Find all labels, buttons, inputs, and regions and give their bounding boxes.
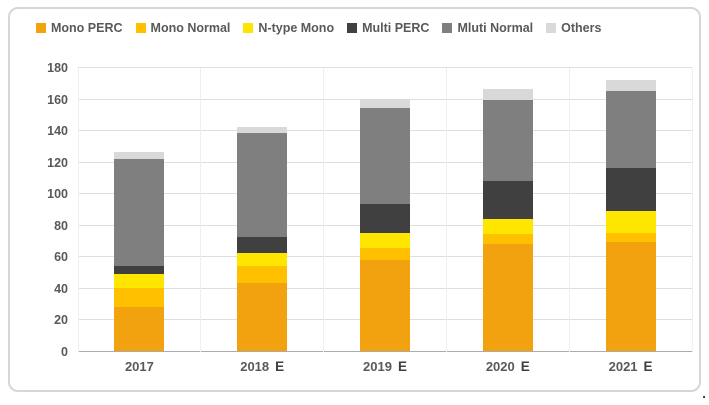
bar-segment-mono-perc xyxy=(605,242,656,351)
bar-segment-n-type-mono xyxy=(114,273,165,288)
x-axis-label: 2018 E xyxy=(201,359,324,374)
bar-stack-2017 xyxy=(114,67,165,351)
y-tick-label: 120 xyxy=(47,155,68,170)
bar-segment-multi-perc xyxy=(237,237,288,254)
bar-segment-multi-perc xyxy=(605,168,656,211)
x-axis-label: 2019 E xyxy=(324,359,447,374)
year-label: 2017 xyxy=(124,359,154,374)
y-tick-label: 160 xyxy=(47,92,68,107)
bar-segment-n-type-mono xyxy=(605,210,656,233)
vertical-gridline xyxy=(691,68,693,352)
bar-segment-mluti-normal xyxy=(482,100,533,181)
legend-label: Mluti Normal xyxy=(457,21,534,35)
bar-segment-multi-perc xyxy=(114,265,165,274)
y-tick-label: 0 xyxy=(61,345,68,359)
bar-column-2019 xyxy=(324,68,447,352)
legend-swatch-icon xyxy=(243,23,254,33)
bar-segment-mluti-normal xyxy=(237,133,288,238)
legend-label: Multi PERC xyxy=(362,21,430,35)
vertical-gridline xyxy=(77,68,79,352)
y-tick-label: 140 xyxy=(47,124,68,139)
x-axis-labels: 2017 2018 E 2019 E 2020 E 2021 E xyxy=(78,359,692,381)
bars-layer xyxy=(78,68,692,352)
bar-segment-others xyxy=(359,98,410,109)
legend-label: N-type Mono xyxy=(258,21,335,35)
bar-segment-n-type-mono xyxy=(482,218,533,235)
legend-item-mluti-normal: Mluti Normal xyxy=(442,21,533,35)
bar-column-2018 xyxy=(201,68,324,352)
bar-segment-others xyxy=(114,152,165,159)
bar-stack-2019 xyxy=(359,67,410,351)
y-tick-label: 80 xyxy=(54,218,68,233)
legend-swatch-icon xyxy=(546,23,557,33)
y-tick-label: 100 xyxy=(47,187,68,202)
bar-segment-mono-normal xyxy=(482,234,533,244)
bar-segment-mluti-normal xyxy=(605,90,656,169)
vertical-gridline xyxy=(200,68,202,352)
vertical-gridline xyxy=(568,68,570,352)
bar-column-2020 xyxy=(446,68,569,352)
bar-segment-mono-perc xyxy=(482,243,533,351)
y-tick-label: 20 xyxy=(54,313,68,328)
bar-segment-mluti-normal xyxy=(114,158,165,266)
vertical-gridline xyxy=(323,68,325,352)
year-label: 2021 xyxy=(608,359,638,374)
bar-column-2017 xyxy=(78,68,201,352)
bar-segment-n-type-mono xyxy=(237,253,288,266)
legend-item-others: Others xyxy=(546,21,601,35)
bar-segment-mono-normal xyxy=(605,232,656,243)
bar-segment-mono-perc xyxy=(359,259,410,351)
bar-segment-others xyxy=(237,127,288,134)
bar-segment-mono-perc xyxy=(237,283,288,351)
gridline xyxy=(78,351,692,352)
x-axis-label: 2020 E xyxy=(446,359,569,374)
bar-segment-others xyxy=(482,89,533,101)
bar-column-2021 xyxy=(569,68,692,352)
bar-stack-2021 xyxy=(605,67,656,351)
bar-segment-mono-perc xyxy=(114,306,165,351)
legend-item-n-type-mono: N-type Mono xyxy=(243,21,334,35)
gridline xyxy=(78,67,692,68)
bar-segment-n-type-mono xyxy=(359,232,410,249)
year-label: 2019 xyxy=(363,359,392,374)
legend: Mono PERC Mono Normal N-type Mono Multi PER… xyxy=(36,19,601,37)
estimate-flag: E xyxy=(275,359,285,374)
legend-swatch-icon xyxy=(347,23,358,33)
y-axis-labels: 0 20 40 60 80 100 120 140 160 180 xyxy=(28,61,68,359)
y-tick-label: 60 xyxy=(54,250,68,265)
legend-label: Mono Normal xyxy=(150,21,231,35)
bar-stack-2020 xyxy=(482,67,533,351)
bar-segment-mono-normal xyxy=(359,248,410,260)
legend-label: Mono PERC xyxy=(51,21,123,35)
bar-segment-others xyxy=(605,79,656,91)
estimate-flag: E xyxy=(643,359,653,374)
plot-area xyxy=(77,67,693,352)
x-axis-label: 2017 xyxy=(78,359,201,374)
legend-swatch-icon xyxy=(36,23,46,33)
bar-segment-mono-normal xyxy=(114,287,165,307)
bar-segment-mluti-normal xyxy=(359,108,410,205)
year-label: 2018 xyxy=(240,359,270,374)
stray-period: . xyxy=(702,385,706,401)
legend-item-multi-perc: Multi PERC xyxy=(347,21,429,35)
bar-stack-2018 xyxy=(237,67,288,351)
legend-swatch-icon xyxy=(442,23,453,33)
vertical-gridline xyxy=(445,68,447,352)
bar-segment-multi-perc xyxy=(482,180,533,219)
legend-swatch-icon xyxy=(135,23,146,33)
y-tick-label: 40 xyxy=(54,281,68,296)
estimate-flag: E xyxy=(397,359,407,374)
bar-segment-multi-perc xyxy=(359,204,410,233)
bar-segment-mono-normal xyxy=(237,265,288,284)
legend-item-mono-perc: Mono PERC xyxy=(36,21,123,35)
y-tick-label: 180 xyxy=(47,61,68,75)
estimate-flag: E xyxy=(520,359,530,374)
x-axis-label: 2021 E xyxy=(569,359,692,374)
year-label: 2020 xyxy=(485,359,515,374)
legend-item-mono-normal: Mono Normal xyxy=(135,21,231,35)
legend-label: Others xyxy=(561,21,602,35)
